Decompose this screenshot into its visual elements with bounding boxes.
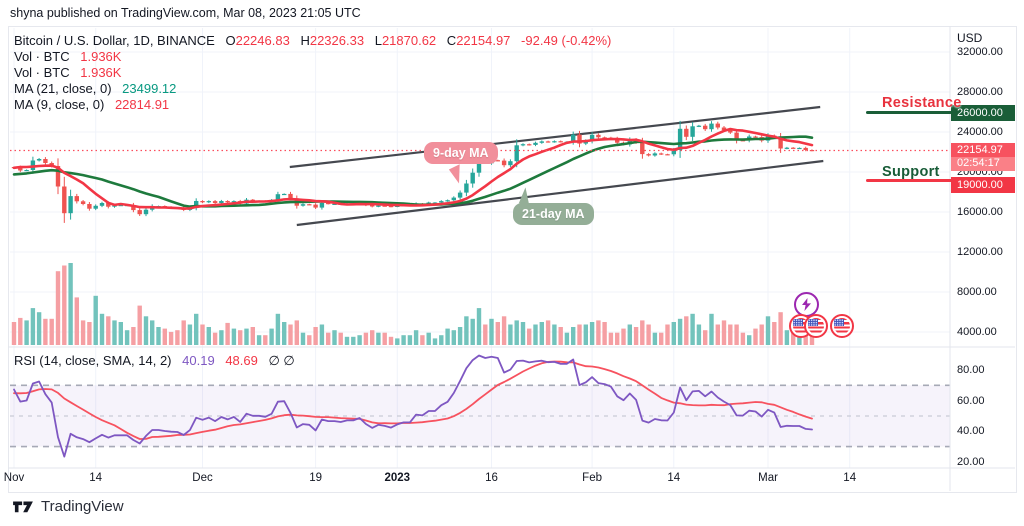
price-tick-label: 24000.00	[957, 126, 1003, 138]
time-tick-label: Mar	[758, 472, 778, 484]
time-tick-label: Nov	[3, 472, 25, 484]
time-tick-label: Dec	[192, 472, 213, 484]
price-tick-label: 12000.00	[957, 246, 1003, 258]
flag-canton	[793, 319, 803, 326]
rsi-tick-label: 80.00	[957, 364, 985, 376]
price-tick-label: 28000.00	[957, 86, 1003, 98]
price-tick-label: 8000.00	[957, 286, 997, 298]
price-tick-label: 32000.00	[957, 46, 1003, 58]
time-tick-label: 14	[843, 472, 857, 484]
time-tick-label: 14	[89, 472, 103, 484]
price-tick-label: 4000.00	[957, 326, 997, 338]
time-tick-label: 2023	[384, 472, 411, 484]
chart-frame	[8, 26, 1017, 493]
flag-canton	[808, 319, 818, 326]
time-tick-label: 16	[485, 472, 498, 484]
time-tick-label: 19	[309, 472, 322, 484]
rsi-tick-label: 20.00	[957, 455, 985, 468]
publish-caption: shyna published on TradingView.com, Mar …	[10, 6, 361, 20]
rsi-tick-label: 60.00	[957, 394, 985, 407]
flag-canton	[834, 319, 844, 326]
price-tick-label: 20000.00	[957, 166, 1003, 178]
rsi-tick-label: 40.00	[957, 425, 985, 438]
price-tick-label: 16000.00	[957, 206, 1003, 218]
time-tick-label: 14	[667, 472, 681, 484]
usa-flag-icon[interactable]	[830, 314, 854, 338]
time-tick-label: Feb	[582, 472, 602, 484]
usa-flag-icon[interactable]	[804, 314, 828, 338]
